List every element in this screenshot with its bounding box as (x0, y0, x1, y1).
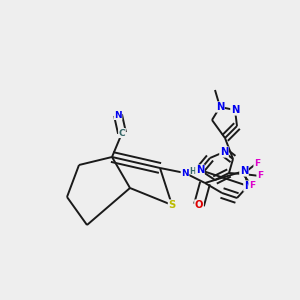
Text: N: N (114, 110, 122, 119)
Text: C: C (119, 128, 125, 137)
Text: H: H (189, 167, 195, 176)
Text: N: N (240, 166, 248, 176)
Text: N: N (181, 169, 189, 178)
Text: S: S (168, 200, 175, 210)
Text: N: N (244, 181, 252, 191)
Text: N: N (216, 102, 224, 112)
Text: F: F (257, 172, 263, 181)
Text: O: O (195, 200, 203, 210)
Text: N: N (196, 165, 204, 175)
Text: F: F (249, 182, 255, 190)
Text: N: N (231, 105, 239, 115)
Text: N: N (220, 147, 228, 157)
Text: F: F (254, 158, 260, 167)
